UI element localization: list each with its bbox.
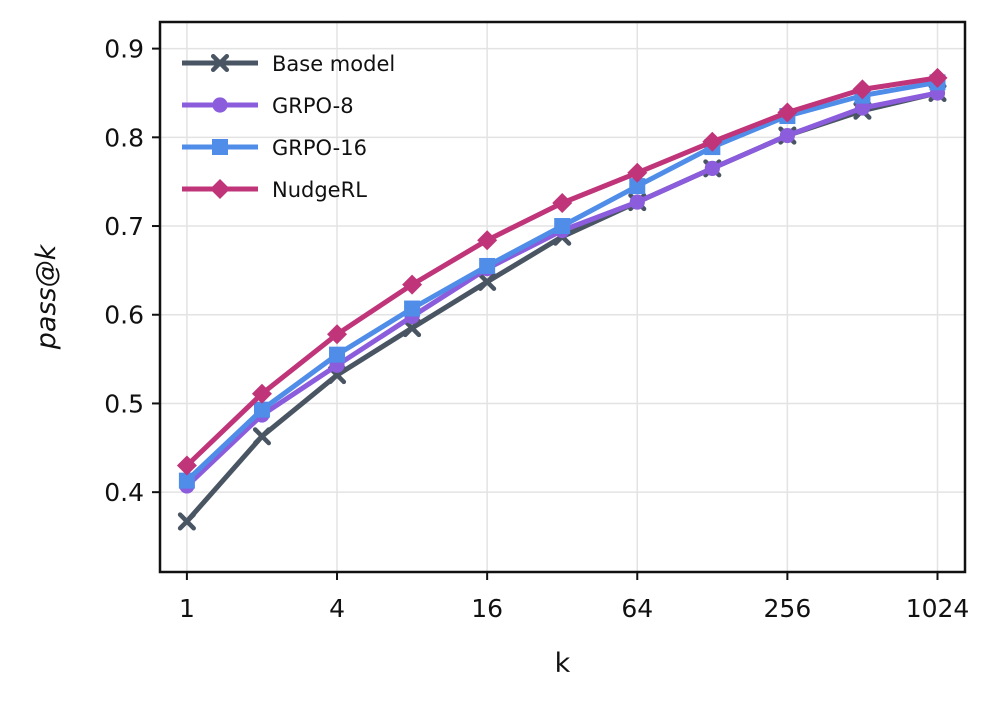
data-point xyxy=(177,512,196,531)
data-point xyxy=(554,218,571,235)
data-point xyxy=(252,427,272,446)
data-point xyxy=(852,79,873,100)
legend-item: Base model xyxy=(182,52,395,76)
data-point xyxy=(212,97,228,113)
x-axis: 1 4 16 64 256 1024 xyxy=(179,572,969,623)
data-point xyxy=(629,178,646,195)
y-axis-label: pass@k xyxy=(31,243,62,350)
data-point xyxy=(210,179,230,199)
data-point xyxy=(629,194,645,210)
y-tick-label: 0.9 xyxy=(104,35,144,64)
data-point xyxy=(178,472,195,489)
legend-label: NudgeRL xyxy=(272,178,367,202)
data-point xyxy=(702,131,723,152)
x-axis-label: k xyxy=(555,648,571,679)
legend: Base model GRPO-8 GRPO-16 NudgeRL xyxy=(182,52,395,202)
legend-item: GRPO-8 xyxy=(182,94,354,118)
data-point xyxy=(479,257,496,274)
legend-item: NudgeRL xyxy=(182,178,367,202)
data-point xyxy=(403,318,422,338)
data-point xyxy=(212,139,228,155)
data-point xyxy=(327,324,348,345)
data-point xyxy=(627,162,648,183)
x-tick-label: 4 xyxy=(329,594,345,623)
data-point xyxy=(552,192,573,213)
series-nudgerl xyxy=(176,67,948,476)
data-point xyxy=(854,100,871,116)
data-point xyxy=(477,230,498,251)
data-point xyxy=(404,300,421,317)
y-tick-label: 0.7 xyxy=(104,212,144,241)
y-tick-label: 0.5 xyxy=(104,389,144,418)
series-layer xyxy=(176,67,948,531)
y-tick-label: 0.6 xyxy=(104,301,144,330)
data-point xyxy=(927,67,948,88)
legend-label: GRPO-16 xyxy=(272,136,367,160)
x-tick-label: 16 xyxy=(471,594,503,623)
legend-label: Base model xyxy=(272,52,395,76)
x-tick-label: 1 xyxy=(179,594,195,623)
x-tick-label: 64 xyxy=(621,594,653,623)
data-point xyxy=(777,102,798,123)
grid xyxy=(160,22,965,572)
data-point xyxy=(704,160,720,176)
data-point xyxy=(779,127,795,144)
data-point xyxy=(329,346,346,363)
plot-frame xyxy=(158,20,967,574)
data-point xyxy=(253,401,270,418)
y-axis: 0.4 0.5 0.6 0.7 0.8 0.9 xyxy=(104,35,160,507)
x-tick-label: 256 xyxy=(764,594,812,623)
data-point xyxy=(176,455,197,476)
data-point xyxy=(402,274,423,295)
y-tick-label: 0.8 xyxy=(104,123,144,152)
legend-item: GRPO-16 xyxy=(182,136,367,160)
data-point xyxy=(478,272,497,291)
x-tick-label: 1024 xyxy=(906,594,970,623)
legend-label: GRPO-8 xyxy=(272,94,354,118)
data-point xyxy=(251,383,272,404)
y-tick-label: 0.4 xyxy=(104,478,144,507)
data-point xyxy=(210,53,230,73)
